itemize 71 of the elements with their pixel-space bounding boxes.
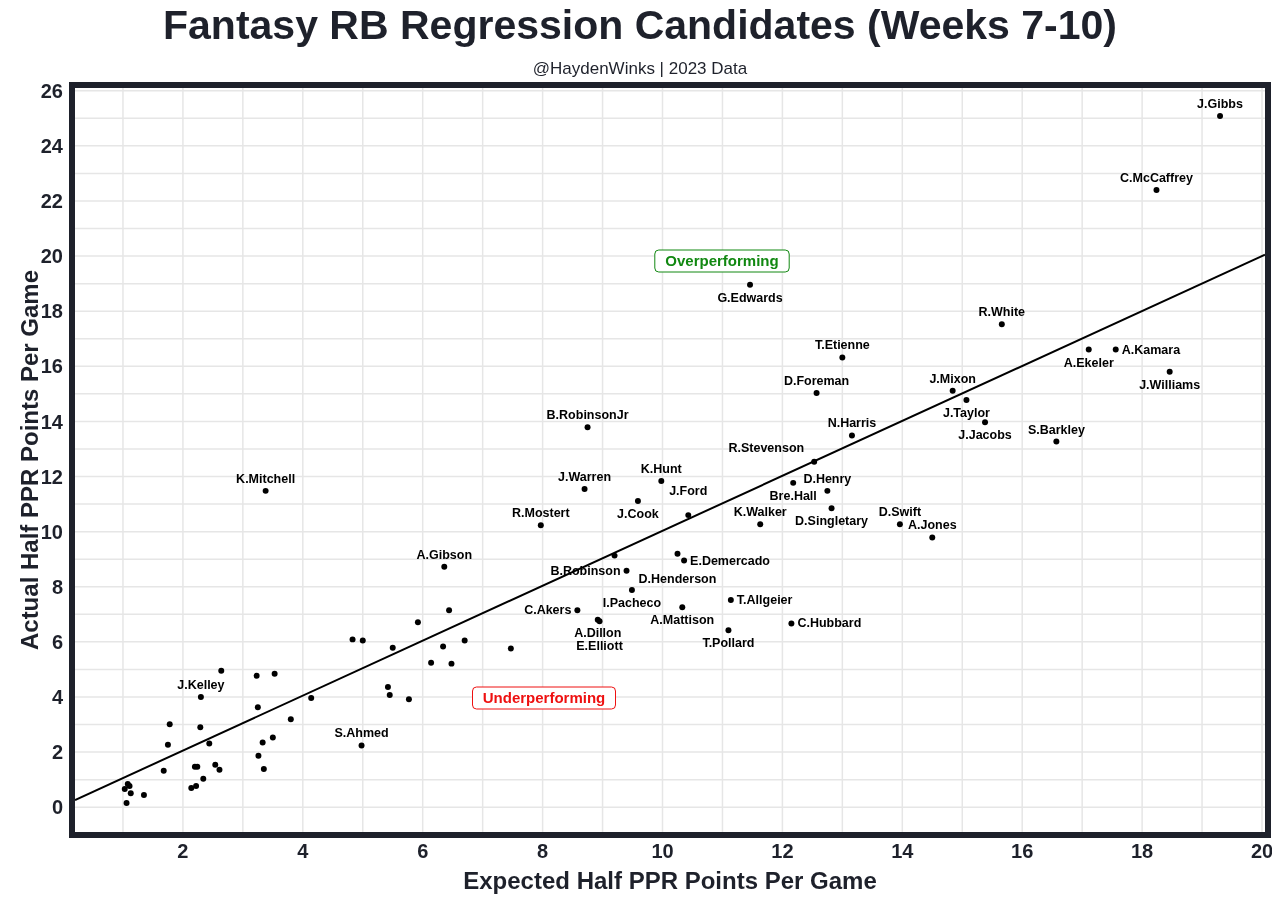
- annotation: E.Demercado: [690, 553, 771, 568]
- annotation: T.Allgeier: [736, 592, 793, 607]
- annotation: J.Williams: [1139, 377, 1201, 392]
- annotation: D.Singletary: [795, 514, 869, 529]
- annotation: J.Mixon: [929, 371, 976, 386]
- x-tick-label: 10: [651, 840, 674, 863]
- annotation: A.Ekeler: [1063, 355, 1114, 370]
- annotation: J.Jacobs: [958, 428, 1012, 443]
- annotation: D.Foreman: [783, 374, 850, 389]
- y-tick-label: 4: [51, 686, 64, 709]
- annotation: R.White: [978, 305, 1026, 320]
- annotation: D.Henderson: [638, 571, 717, 586]
- x-tick-label: 4: [297, 840, 310, 863]
- y-tick-label: 2: [51, 741, 63, 764]
- annotation: J.Gibbs: [1197, 97, 1244, 112]
- annotation: Overperforming: [665, 252, 779, 269]
- annotation: A.Jones: [907, 518, 957, 533]
- x-tick-label: 8: [537, 840, 549, 863]
- x-tick-label: 6: [417, 840, 429, 863]
- annotation: B.RobinsonJr: [546, 408, 629, 423]
- y-tick-label: 18: [40, 300, 63, 323]
- y-tick-label: 26: [40, 79, 63, 102]
- y-tick-label: 24: [40, 134, 64, 157]
- chart-subtitle: @HaydenWinks | 2023 Data: [531, 59, 749, 79]
- x-tick-label: 16: [1011, 840, 1034, 863]
- annotation: C.Akers: [524, 603, 572, 618]
- annotation: J.Taylor: [942, 405, 991, 420]
- annotation: K.Mitchell: [236, 471, 296, 486]
- y-tick-label: 8: [51, 575, 63, 598]
- x-tick-label: 18: [1130, 840, 1154, 863]
- annotation: S.Barkley: [1027, 422, 1085, 437]
- annotation: K.Walker: [733, 505, 787, 520]
- x-tick-label: 12: [771, 840, 794, 863]
- y-tick-label: 20: [40, 245, 63, 268]
- annotation: Underperforming: [482, 689, 606, 706]
- chart-title: Fantasy RB Regression Candidates (Weeks 7-10): [162, 2, 1118, 49]
- annotation: A.Mattison: [650, 613, 715, 628]
- x-axis-title: Expected Half PPR Points Per Game: [463, 867, 877, 894]
- annotation: A.Kamara: [1121, 342, 1182, 357]
- y-tick-label: 6: [51, 630, 63, 653]
- annotation: T.Etienne: [814, 338, 870, 353]
- annotation: D.Swift: [878, 505, 922, 520]
- annotation: I.Pacheco: [602, 596, 662, 611]
- annotation: C.McCaffrey: [1120, 170, 1194, 185]
- annotation: K.Hunt: [640, 461, 683, 476]
- y-tick-label: 10: [40, 520, 63, 543]
- annotation: A.Dillon: [574, 625, 622, 640]
- y-tick-label: 16: [40, 355, 63, 378]
- y-axis-title: Actual Half PPR Points Per Game: [16, 269, 43, 651]
- x-tick-label: 14: [891, 840, 915, 863]
- annotation: J.Cook: [617, 507, 659, 522]
- annotation: N.Harris: [827, 416, 877, 431]
- y-tick-label: 0: [51, 796, 63, 819]
- annotation: G.Edwards: [717, 290, 783, 305]
- annotation: T.Pollard: [702, 636, 755, 651]
- annotation: S.Ahmed: [334, 726, 389, 741]
- annotation: J.Ford: [669, 484, 708, 499]
- y-tick-label: 14: [40, 410, 64, 433]
- y-tick-label: 22: [40, 190, 63, 213]
- annotation: E.Elliott: [576, 639, 624, 654]
- annotation: J.Kelley: [177, 677, 225, 692]
- annotation: R.Stevenson: [728, 440, 805, 455]
- annotation: J.Warren: [558, 469, 612, 484]
- y-tick-label: 12: [40, 465, 63, 488]
- x-tick-label: 2: [177, 840, 189, 863]
- annotation: D.Henry: [803, 471, 852, 486]
- annotation: C.Hubbard: [797, 616, 862, 631]
- annotation: A.Gibson: [416, 547, 473, 562]
- annotation: R.Mostert: [511, 506, 571, 521]
- annotation: Bre.Hall: [769, 488, 817, 503]
- x-tick-label: 20: [1250, 840, 1274, 863]
